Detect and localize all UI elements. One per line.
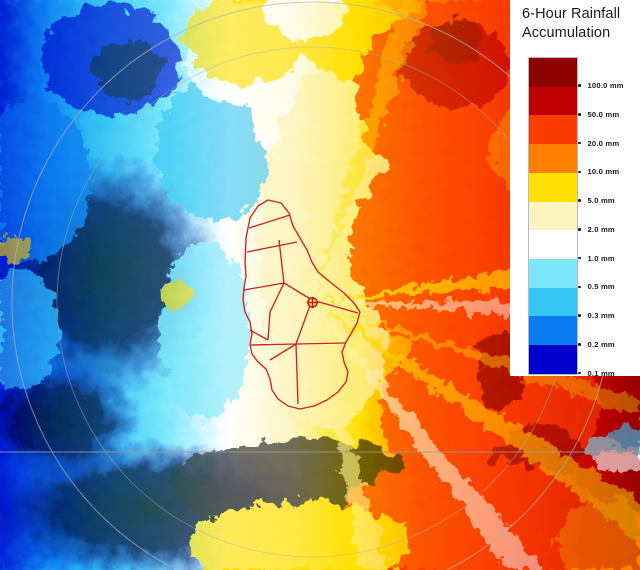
legend-band-5-0	[529, 172, 577, 202]
legend-title-line1: 6-Hour Rainfall	[522, 6, 621, 22]
legend-tick-label: 0.1 mm	[587, 368, 615, 378]
legend-tick-labels: 100.0 mm 50.0 mm 20.0 mm 10.0 mm 5.0 mm 2.0 m…	[578, 57, 640, 378]
legend-band-50-0	[529, 86, 577, 116]
legend-tick-50-0: 50.0 mm	[578, 109, 619, 119]
legend-tick-0-3: 0.3 mm	[578, 311, 615, 321]
legend-tick-label: 20.0 mm	[587, 138, 620, 148]
legend-tick-label: 0.5 mm	[587, 282, 615, 292]
legend-tick-label: 0.2 mm	[587, 339, 615, 349]
legend-panel: 6-Hour Rainfall Accumulation 100.0 mm 50.…	[510, 0, 640, 378]
legend-tick-dot-icon	[578, 199, 581, 202]
legend-tick-20-0: 20.0 mm	[578, 138, 619, 148]
legend-tick-dot-icon	[578, 256, 581, 260]
legend-tick-1-0: 1.0 mm	[578, 253, 615, 263]
legend-colorbar	[528, 57, 578, 375]
legend-band-0-5	[529, 259, 577, 288]
legend-band-100-0	[529, 58, 577, 87]
legend-band-20-0	[529, 115, 577, 145]
legend-tick-0-1: 0.1 mm	[578, 368, 615, 378]
legend-tick-label: 2.0 mm	[587, 224, 615, 234]
legend-tick-dot-icon	[578, 314, 581, 317]
legend-band-0-3	[529, 287, 577, 317]
legend-tick-10-0: 10.0 mm	[578, 167, 619, 177]
legend-tick-dot-icon	[578, 170, 581, 174]
legend-title-line2: Accumulation	[522, 25, 611, 41]
legend-band-0-1	[529, 345, 577, 374]
legend-tick-label: 50.0 mm	[587, 109, 620, 119]
legend-tick-label: 10.0 mm	[587, 167, 620, 177]
legend-tick-dot-icon	[578, 285, 581, 289]
legend-tick-dot-icon	[578, 343, 581, 346]
legend-tick-label: 1.0 mm	[587, 253, 615, 263]
legend-title: 6-Hour Rainfall Accumulation	[522, 5, 640, 43]
legend-band-1-0	[529, 230, 577, 260]
legend-tick-dot-icon	[578, 141, 581, 145]
legend-tick-label: 5.0 mm	[587, 196, 615, 206]
legend-band-10-0	[529, 144, 577, 173]
legend-tick-0-2: 0.2 mm	[578, 339, 615, 349]
legend-band-0-2	[529, 316, 577, 346]
legend-tick-dot-icon	[578, 84, 581, 87]
legend-tick-dot-icon	[578, 371, 581, 375]
legend-tick-label: 0.3 mm	[587, 311, 615, 321]
legend-tick-2-0: 2.0 mm	[578, 224, 615, 234]
legend-tick-5-0: 5.0 mm	[578, 196, 615, 206]
legend-tick-dot-icon	[578, 228, 581, 231]
legend-tick-0-5: 0.5 mm	[578, 282, 615, 292]
legend-band-2-0	[529, 201, 577, 231]
legend-tick-label: 100.0 mm	[587, 81, 624, 91]
legend-tick-dot-icon	[578, 113, 581, 116]
legend-tick-100-0: 100.0 mm	[578, 81, 624, 91]
